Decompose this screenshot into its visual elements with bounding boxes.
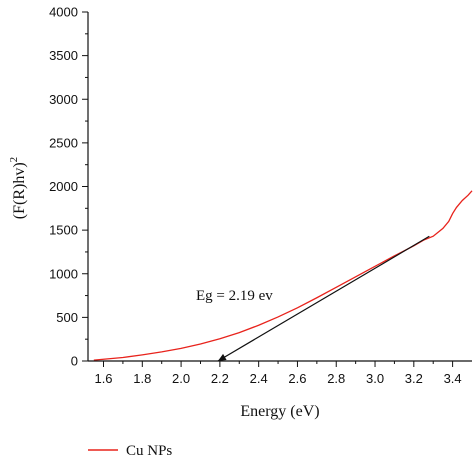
legend-label: Cu NPs xyxy=(126,443,172,459)
series-line-cu-nps xyxy=(93,190,473,361)
x-tick-label: 1.8 xyxy=(133,371,151,386)
tauc-fit-line xyxy=(217,235,430,362)
x-tick-label: 2.4 xyxy=(250,371,268,386)
y-tick-label: 0 xyxy=(71,354,78,369)
x-axis-title: Energy (eV) xyxy=(240,403,319,420)
legend: Cu NPs xyxy=(88,443,172,459)
x-tick-label: 3.0 xyxy=(366,371,384,386)
y-tick-label: 4000 xyxy=(49,5,78,20)
y-tick-label: 3000 xyxy=(49,92,78,107)
bandgap-annotation: Eg = 2.19 ev xyxy=(196,288,273,304)
axes xyxy=(87,12,472,362)
x-tick-label: 2.0 xyxy=(172,371,190,386)
y-axis-title: (F(R)hv)2 xyxy=(8,157,28,219)
plot-area xyxy=(93,190,473,362)
y-tick-label: 3500 xyxy=(49,48,78,63)
x-tick-label: 2.6 xyxy=(288,371,306,386)
x-tick-label: 3.2 xyxy=(405,371,423,386)
x-tick-label: 2.2 xyxy=(211,371,229,386)
y-tick-label: 2500 xyxy=(49,135,78,150)
y-tick-label: 2000 xyxy=(49,179,78,194)
y-tick-label: 500 xyxy=(56,310,78,325)
ticks: 1.6 1.8 2.0 2.2 2.4 2.6 2.8 3.0 3.2 3.4 0 500 1000 15… xyxy=(49,5,462,387)
y-tick-label: 1500 xyxy=(49,223,78,238)
y-tick-label: 1000 xyxy=(49,266,78,281)
intercept-arrowhead xyxy=(217,353,227,361)
x-tick-label: 1.6 xyxy=(94,371,112,386)
x-tick-label: 3.4 xyxy=(444,371,462,386)
x-tick-label: 2.8 xyxy=(327,371,345,386)
